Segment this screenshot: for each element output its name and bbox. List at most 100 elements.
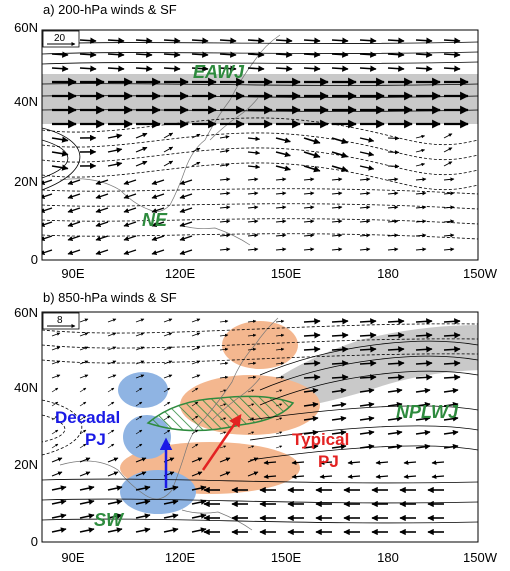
- wind-vector-284: [443, 346, 461, 353]
- sf-contour-29: [42, 414, 66, 443]
- wind-vector-192: [387, 205, 399, 210]
- sf-contour-14: [42, 127, 81, 191]
- wind-vector-436: [79, 499, 95, 505]
- wind-vector-42: [387, 65, 405, 72]
- sf-contour-7: [42, 132, 478, 161]
- wind-vector-206: [359, 219, 371, 224]
- wind-vector-181: [67, 207, 81, 213]
- wind-vector-417: [375, 474, 389, 480]
- wind-vector-225: [42, 249, 53, 255]
- wind-vector-315: [51, 387, 59, 393]
- wind-vector-260: [191, 332, 201, 337]
- wind-vector-234: [303, 247, 315, 252]
- wind-vector-411: [219, 471, 231, 477]
- wind-vector-392: [107, 457, 119, 463]
- wind-vector-190: [331, 205, 343, 210]
- wind-vector-111: [219, 135, 230, 139]
- wind-vector-201: [219, 219, 231, 224]
- wind-vector-11: [359, 37, 377, 44]
- wind-vector-179: [443, 191, 455, 196]
- wind-vector-398: [263, 460, 277, 466]
- wind-vector-325: [331, 387, 347, 394]
- wind-vector-330: [51, 401, 59, 407]
- wind-vector-346: [79, 415, 87, 421]
- wind-vector-20: [191, 51, 209, 58]
- panel-b-xtick-150e: 150E: [270, 550, 302, 565]
- sf-contour-9: [42, 162, 478, 191]
- sf-contour-8: [42, 147, 478, 176]
- wind-vector-172: [247, 191, 259, 196]
- sf-contour-0: [42, 41, 478, 45]
- wind-vector-252: [387, 318, 405, 325]
- wind-vector-138: [135, 160, 148, 167]
- wind-vector-230: [179, 249, 193, 255]
- wind-vector-243: [135, 318, 145, 323]
- wind-vector-209: [443, 219, 455, 224]
- wind-vector-174: [303, 191, 315, 196]
- wind-vector-450: [51, 513, 67, 519]
- panel-a-ytick-40n: 40N: [14, 94, 38, 109]
- wind-vector-455: [191, 513, 207, 519]
- wind-vector-323: [275, 389, 283, 393]
- wind-vector-30: [51, 65, 69, 72]
- wind-vector-369: [303, 429, 319, 436]
- wind-vector-465: [51, 527, 67, 533]
- panel-a-ytick-60n: 60N: [14, 20, 38, 35]
- wind-vector-127: [247, 150, 261, 156]
- wind-vector-421: [79, 485, 95, 491]
- sf-contour-26: [42, 498, 478, 504]
- wind-vector-401: [347, 460, 361, 466]
- wind-vector-170: [179, 193, 193, 199]
- wind-vector-236: [359, 247, 371, 252]
- wind-vector-205: [331, 219, 343, 224]
- wind-vector-154: [151, 179, 165, 185]
- wind-vector-373: [415, 429, 431, 436]
- wind-vector-435: [51, 499, 67, 505]
- wind-vector-327: [387, 387, 403, 394]
- wind-vector-25: [331, 51, 349, 58]
- wind-vector-178: [415, 191, 427, 196]
- wind-vector-10: [331, 37, 349, 44]
- sf-contour-19: [259, 340, 478, 376]
- wind-vector-109: [163, 132, 174, 139]
- wind-vector-250: [331, 318, 349, 325]
- wind-vector-408: [135, 471, 147, 477]
- wind-vector-222: [387, 233, 399, 238]
- wind-vector-328: [415, 387, 431, 394]
- wind-vector-452: [107, 513, 123, 519]
- wind-vector-454: [163, 513, 179, 519]
- wind-vector-180: [42, 207, 53, 213]
- wind-vector-259: [163, 332, 173, 337]
- wind-vector-19: [163, 51, 181, 58]
- wind-vector-344: [443, 401, 459, 408]
- wind-vector-3: [135, 37, 153, 44]
- wind-vector-157: [247, 177, 259, 182]
- wind-vector-269: [443, 332, 461, 339]
- wind-vector-2: [107, 37, 125, 44]
- wind-vector-283: [415, 346, 433, 353]
- wind-vector-358: [415, 415, 431, 422]
- wind-vector-145: [331, 165, 349, 173]
- wind-vector-22: [247, 51, 265, 58]
- wind-vector-35: [191, 65, 209, 72]
- wind-vector-36: [219, 65, 237, 72]
- panel-b-label-sw: SW: [94, 510, 123, 530]
- wind-vector-466: [79, 527, 95, 533]
- panel-b-orange-north: [222, 321, 298, 369]
- wind-vector-415: [319, 474, 333, 480]
- wind-vector-400: [319, 460, 333, 466]
- wind-vector-263: [275, 333, 285, 337]
- wind-vector-365: [191, 429, 199, 435]
- wind-vector-134: [443, 147, 453, 153]
- wind-vector-439: [163, 499, 179, 505]
- wind-vector-32: [107, 65, 125, 72]
- wind-vector-123: [135, 146, 148, 153]
- sf-contour-28: [42, 399, 83, 456]
- wind-vector-361: [79, 429, 87, 435]
- panel-a-ytick-0: 0: [30, 252, 38, 267]
- wind-vector-245: [191, 318, 201, 323]
- wind-vector-28: [415, 51, 433, 58]
- wind-vector-142: [247, 164, 261, 170]
- wind-vector-353: [275, 417, 283, 421]
- wind-vector-159: [303, 177, 315, 182]
